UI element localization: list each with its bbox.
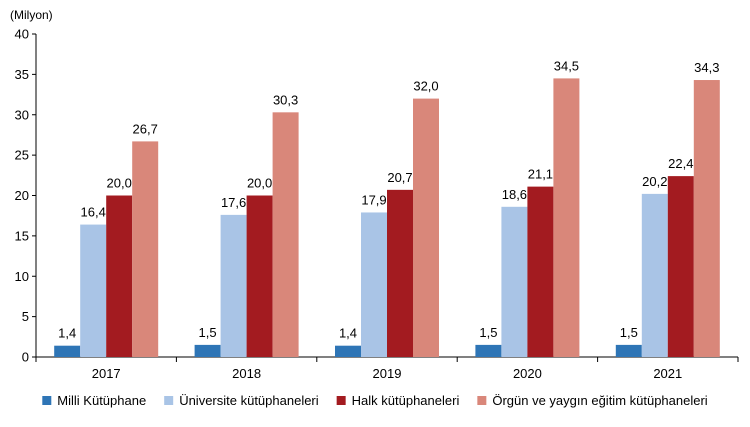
data-label: 20,7 [387,170,412,185]
legend-label: Milli Kütüphane [57,393,146,408]
x-tick-label: 2017 [92,366,121,381]
bar [194,344,221,357]
bar [501,206,528,357]
legend-label: Üniversite kütüphaneleri [179,393,319,408]
bar [361,212,387,357]
legend-swatch [336,396,346,405]
unit-label: (Milyon) [10,8,53,22]
bar [667,176,694,357]
legend-label: Halk kütüphaneleri [352,393,460,408]
y-tick-label: 30 [15,107,29,122]
data-label: 32,0 [413,79,438,94]
legend: Milli Kütüphane Üniversite kütüphaneleri H… [42,393,708,408]
y-tick-label: 25 [15,148,29,163]
data-label: 20,2 [642,174,667,189]
bar [387,189,413,357]
data-label: 1,5 [620,325,638,340]
y-tick-label: 40 [15,27,29,42]
legend-swatch [164,396,174,405]
data-label: 20,0 [107,176,132,191]
y-tick-label: 35 [15,67,29,82]
bar [641,193,668,357]
legend-label: Örgün ve yaygın eğitim kütüphaneleri [492,393,707,408]
data-label: 1,4 [58,326,76,341]
bar [272,112,299,357]
data-label: 16,4 [81,205,106,220]
bar [615,344,642,357]
y-axis: 0 5 10 15 20 25 30 35 40 [15,27,37,365]
x-axis: 2017 2018 2019 2020 2021 [35,356,739,381]
data-label: 20,0 [247,176,272,191]
bar [106,195,133,357]
bar [693,80,720,357]
legend-swatch [42,396,52,405]
x-tick-label: 2021 [653,366,682,381]
bar [54,345,81,357]
x-tick-label: 2018 [232,366,261,381]
data-label: 1,4 [339,326,357,341]
data-label: 34,5 [554,58,579,73]
bar [80,224,107,357]
y-tick-label: 0 [22,350,29,365]
bar [220,214,247,357]
bar [132,141,159,357]
bar [246,195,273,357]
data-label: 21,1 [528,167,553,182]
y-tick-label: 20 [15,188,29,203]
data-label: 1,5 [479,325,497,340]
y-tick-label: 15 [15,228,29,243]
data-label: 1,5 [199,325,217,340]
legend-swatch [477,396,487,405]
bar [527,186,554,357]
data-label: 18,6 [502,187,527,202]
data-label: 22,4 [668,156,693,171]
bars-group [54,78,720,357]
data-labels-group: 1,4 1,5 1,4 1,5 1,5 16,4 17,6 17,9 18,6 20,2 20,0 2… [58,58,719,340]
data-label: 26,7 [133,121,158,136]
data-label: 34,3 [694,60,719,75]
data-label: 17,6 [221,195,246,210]
bar [553,78,580,357]
y-tick-label: 5 [22,309,29,324]
bar [413,98,439,357]
x-tick-label: 2020 [513,366,542,381]
bar [335,345,361,357]
y-tick-label: 10 [15,269,29,284]
data-label: 30,3 [273,92,298,107]
x-tick-label: 2019 [373,366,402,381]
bar [475,344,502,357]
data-label: 17,9 [361,192,386,207]
